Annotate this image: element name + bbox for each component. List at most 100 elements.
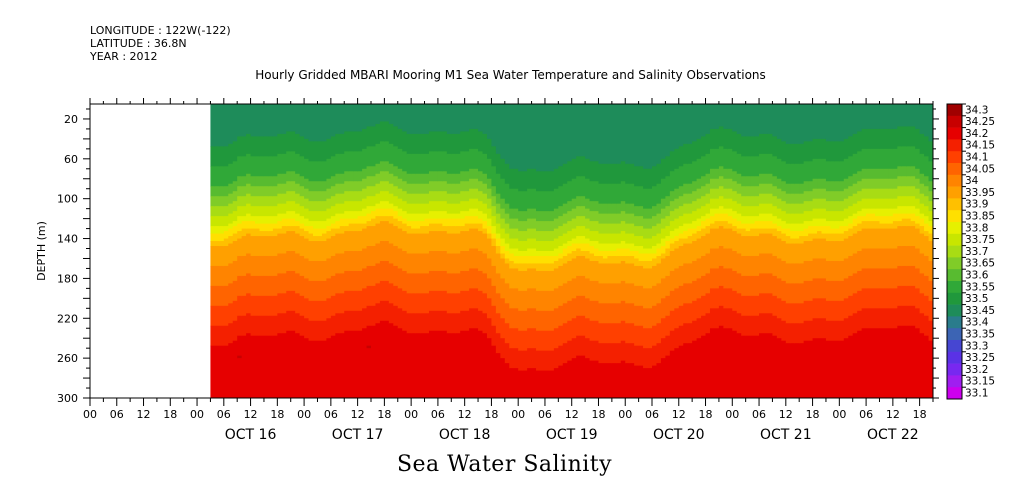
- salinity-cell: [562, 283, 568, 304]
- salinity-cell: [732, 310, 738, 332]
- plot-frame: [89, 103, 934, 399]
- salinity-cell: [460, 218, 466, 227]
- salinity-cell: [255, 236, 261, 257]
- salinity-cell: [308, 340, 314, 398]
- salinity-cell: [830, 233, 836, 242]
- salinity-cell: [562, 203, 568, 215]
- salinity-cell: [576, 355, 582, 398]
- salinity-cell: [451, 273, 457, 294]
- colorbar-frame: [946, 103, 963, 400]
- salinity-cell: [357, 181, 363, 192]
- salinity-cell: [732, 218, 738, 227]
- salinity-cell: [344, 201, 350, 212]
- salinity-cell: [866, 328, 872, 398]
- salinity-cell: [857, 216, 863, 225]
- salinity-cell: [375, 163, 381, 175]
- salinity-cell: [638, 285, 644, 307]
- salinity-cell: [634, 365, 640, 398]
- salinity-cell: [451, 193, 457, 205]
- salinity-cell: [687, 213, 693, 225]
- salinity-cell: [602, 251, 608, 260]
- salinity-cell: [313, 320, 319, 342]
- salinity-cell: [437, 131, 443, 152]
- colorbar-label: 33.2: [965, 364, 988, 376]
- salinity-cell: [901, 246, 907, 267]
- salinity-cell: [415, 193, 421, 205]
- salinity-cell: [692, 211, 698, 222]
- salinity-cell: [834, 181, 840, 192]
- salinity-cell: [674, 198, 680, 210]
- salinity-cell: [482, 333, 488, 398]
- salinity-cell: [683, 183, 689, 195]
- salinity-cell: [281, 253, 287, 275]
- salinity-cell: [420, 183, 426, 195]
- salinity-cell: [446, 193, 452, 205]
- salinity-cell: [901, 226, 907, 247]
- salinity-cell: [478, 151, 484, 172]
- salinity-cell: [727, 308, 733, 329]
- salinity-cell: [701, 186, 707, 197]
- salinity-cell: [897, 305, 903, 327]
- salinity-cell: [393, 104, 399, 128]
- salinity-cell: [536, 370, 542, 398]
- salinity-cell: [745, 136, 751, 157]
- salinity-cell: [785, 213, 791, 225]
- salinity-cell: [424, 226, 430, 235]
- salinity-cell: [295, 293, 301, 314]
- salinity-cell: [366, 348, 372, 398]
- salinity-cell: [892, 228, 898, 250]
- salinity-cell: [928, 280, 933, 302]
- salinity-cell: [250, 275, 256, 297]
- salinity-cell: [678, 146, 684, 167]
- salinity-cell: [553, 328, 559, 349]
- salinity-cell: [241, 196, 247, 207]
- salinity-cell: [317, 161, 323, 182]
- salinity-cell: [723, 248, 729, 270]
- salinity-cell: [255, 223, 261, 230]
- salinity-cell: [821, 208, 827, 220]
- salinity-cell: [299, 295, 305, 317]
- salinity-cell: [268, 315, 274, 337]
- salinity-cell: [647, 228, 653, 240]
- salinity-cell: [415, 104, 421, 135]
- salinity-cell: [602, 258, 608, 265]
- salinity-cell: [709, 128, 716, 150]
- salinity-cell: [607, 343, 613, 364]
- salinity-cell: [759, 203, 765, 215]
- salinity-cell: [705, 253, 711, 275]
- salinity-cell: [772, 315, 778, 337]
- salinity-field: [210, 104, 933, 398]
- salinity-cell: [527, 368, 533, 398]
- salinity-cell: [437, 231, 443, 252]
- salinity-cell: [830, 191, 836, 202]
- salinity-cell: [843, 338, 849, 398]
- salinity-cell: [219, 186, 225, 197]
- salinity-cell: [727, 216, 733, 225]
- salinity-cell: [536, 330, 542, 352]
- salinity-cell: [428, 191, 435, 202]
- salinity-cell: [866, 168, 872, 180]
- salinity-cell: [415, 153, 421, 175]
- salinity-cell: [714, 128, 720, 150]
- salinity-cell: [321, 181, 327, 192]
- salinity-cell: [598, 251, 604, 257]
- salinity-cell: [866, 228, 872, 250]
- salinity-cell: [482, 133, 488, 155]
- salinity-cell: [580, 315, 586, 337]
- longitude-label: LONGITUDE : 122W(-122): [90, 24, 231, 37]
- salinity-cell: [344, 191, 350, 202]
- salinity-cell: [531, 168, 537, 190]
- chart-title: Hourly Gridded MBARI Mooring M1 Sea Wate…: [255, 68, 766, 82]
- salinity-cell: [241, 136, 247, 157]
- salinity-cell: [281, 213, 287, 220]
- salinity-cell: [357, 223, 363, 232]
- salinity-cell: [843, 226, 849, 232]
- salinity-cell: [647, 104, 653, 170]
- salinity-cell: [518, 370, 524, 398]
- salinity-cell: [736, 153, 742, 175]
- salinity-cell: [513, 308, 519, 329]
- salinity-cell: [732, 226, 738, 232]
- salinity-cell: [687, 143, 693, 165]
- salinity-cell: [687, 236, 693, 245]
- salinity-cell: [290, 171, 296, 182]
